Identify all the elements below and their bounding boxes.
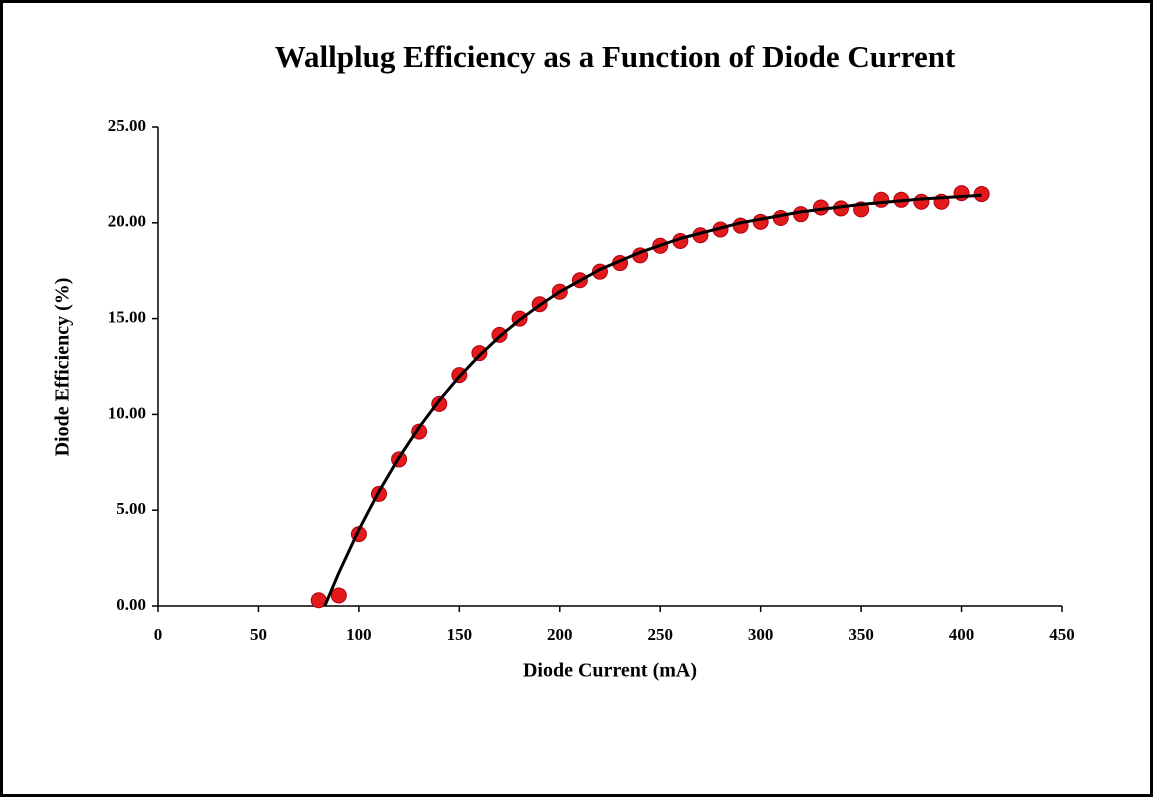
data-point: [873, 191, 890, 208]
chart-title: Wallplug Efficiency as a Function of Dio…: [275, 39, 956, 74]
x-tick-label: 450: [1049, 625, 1075, 644]
y-tick-label: 10.00: [108, 403, 146, 422]
y-axis-title: Diode Efficiency (%): [52, 278, 74, 457]
data-point: [330, 587, 347, 604]
x-tick-label: 350: [848, 625, 874, 644]
data-point: [471, 345, 488, 362]
data-point: [752, 213, 769, 230]
y-tick-label: 0.00: [116, 595, 146, 614]
x-tick-label: 100: [346, 625, 372, 644]
x-tick-label: 0: [154, 625, 163, 644]
y-tick-label: 25.00: [108, 116, 146, 135]
x-tick-label: 250: [647, 625, 673, 644]
x-tick-label: 300: [748, 625, 774, 644]
x-axis-title: Diode Current (mA): [523, 660, 697, 682]
y-tick-label: 15.00: [108, 308, 146, 327]
x-tick-label: 150: [447, 625, 473, 644]
x-tick-label: 200: [547, 625, 573, 644]
data-point: [953, 185, 970, 202]
fit-line: [323, 193, 982, 607]
x-tick-label: 50: [250, 625, 267, 644]
y-tick-label: 20.00: [108, 212, 146, 231]
x-tick-label: 400: [949, 625, 975, 644]
data-point: [772, 210, 789, 227]
y-tick-label: 5.00: [116, 499, 146, 518]
data-point: [913, 193, 930, 210]
data-point: [973, 186, 990, 203]
